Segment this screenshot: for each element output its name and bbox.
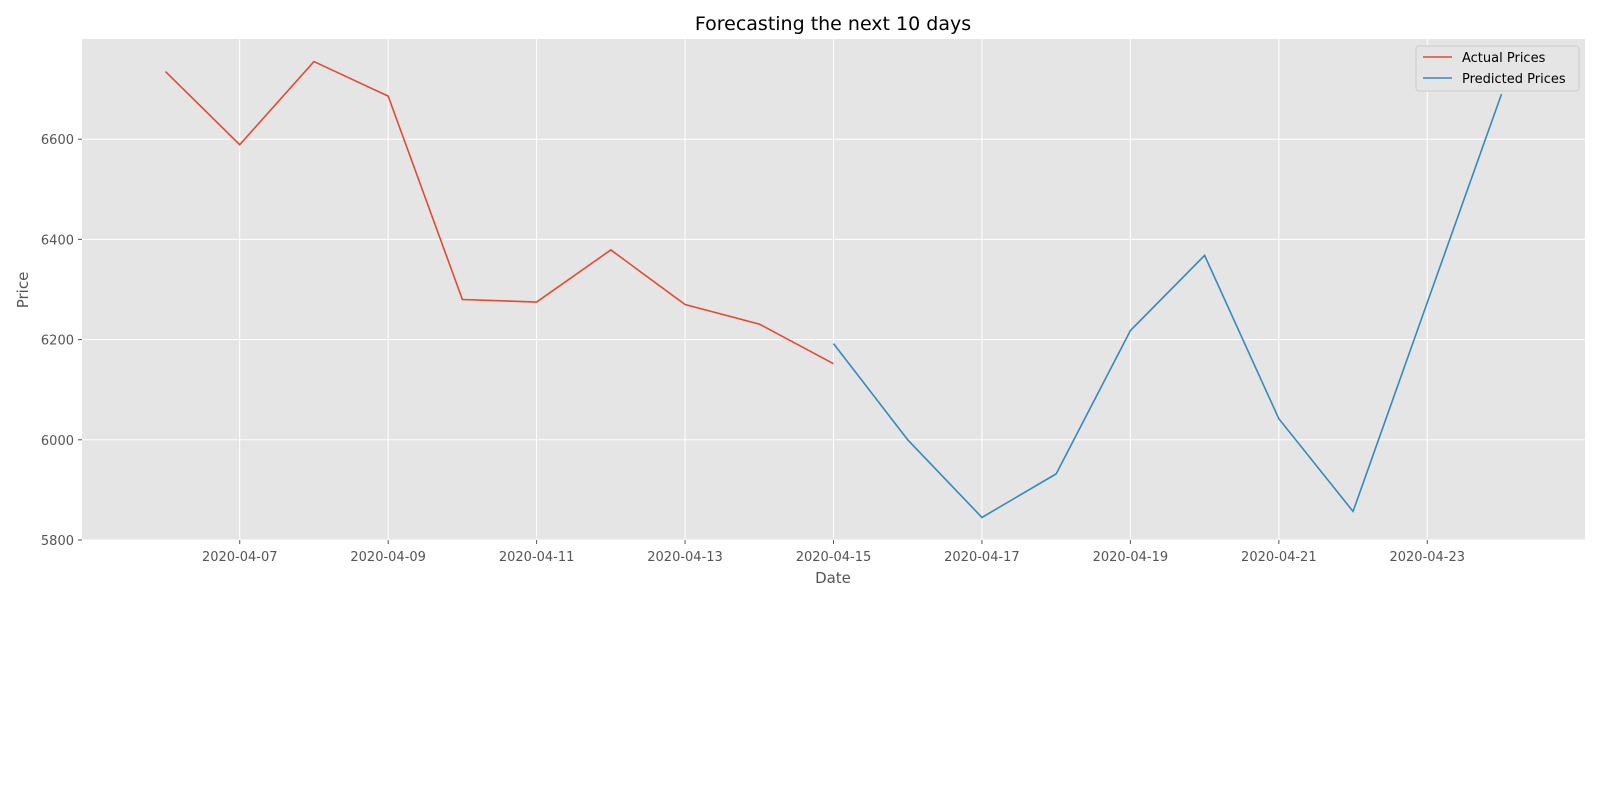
- legend-label-actual-prices: Actual Prices: [1462, 51, 1546, 66]
- grid-lines: [82, 39, 1585, 541]
- legend: Actual Prices Predicted Prices: [1415, 45, 1580, 92]
- series-line-actual-prices: [164, 60, 834, 365]
- series-lines: [164, 60, 1503, 519]
- x-axis-label: Date: [815, 569, 851, 587]
- x-tick-label: 2020-04-09: [350, 550, 426, 565]
- y-tick-label: 6600: [41, 133, 74, 148]
- y-tick-label: 6000: [41, 434, 74, 449]
- x-tick-label: 2020-04-11: [499, 550, 575, 565]
- axis-ticks: 2020-04-07 2020-04-09 2020-04-11 2020-04-13…: [41, 133, 1465, 565]
- chart-title: Forecasting the next 10 days: [695, 13, 971, 35]
- y-tick-label: 5800: [41, 534, 74, 549]
- x-tick-label: 2020-04-17: [944, 550, 1020, 565]
- series-line-predicted-prices: [832, 93, 1503, 519]
- x-tick-label: 2020-04-23: [1389, 550, 1465, 565]
- y-tick-label: 6400: [41, 233, 74, 248]
- x-tick-label: 2020-04-21: [1241, 550, 1317, 565]
- legend-box: [1415, 45, 1580, 92]
- y-tick-label: 6200: [41, 334, 74, 349]
- x-tick-label: 2020-04-19: [1093, 550, 1169, 565]
- x-tick-label: 2020-04-15: [796, 550, 872, 565]
- y-axis-label: Price: [14, 272, 32, 309]
- x-tick-label: 2020-04-13: [647, 550, 723, 565]
- x-tick-label: 2020-04-07: [202, 550, 278, 565]
- legend-label-predicted-prices: Predicted Prices: [1462, 72, 1566, 87]
